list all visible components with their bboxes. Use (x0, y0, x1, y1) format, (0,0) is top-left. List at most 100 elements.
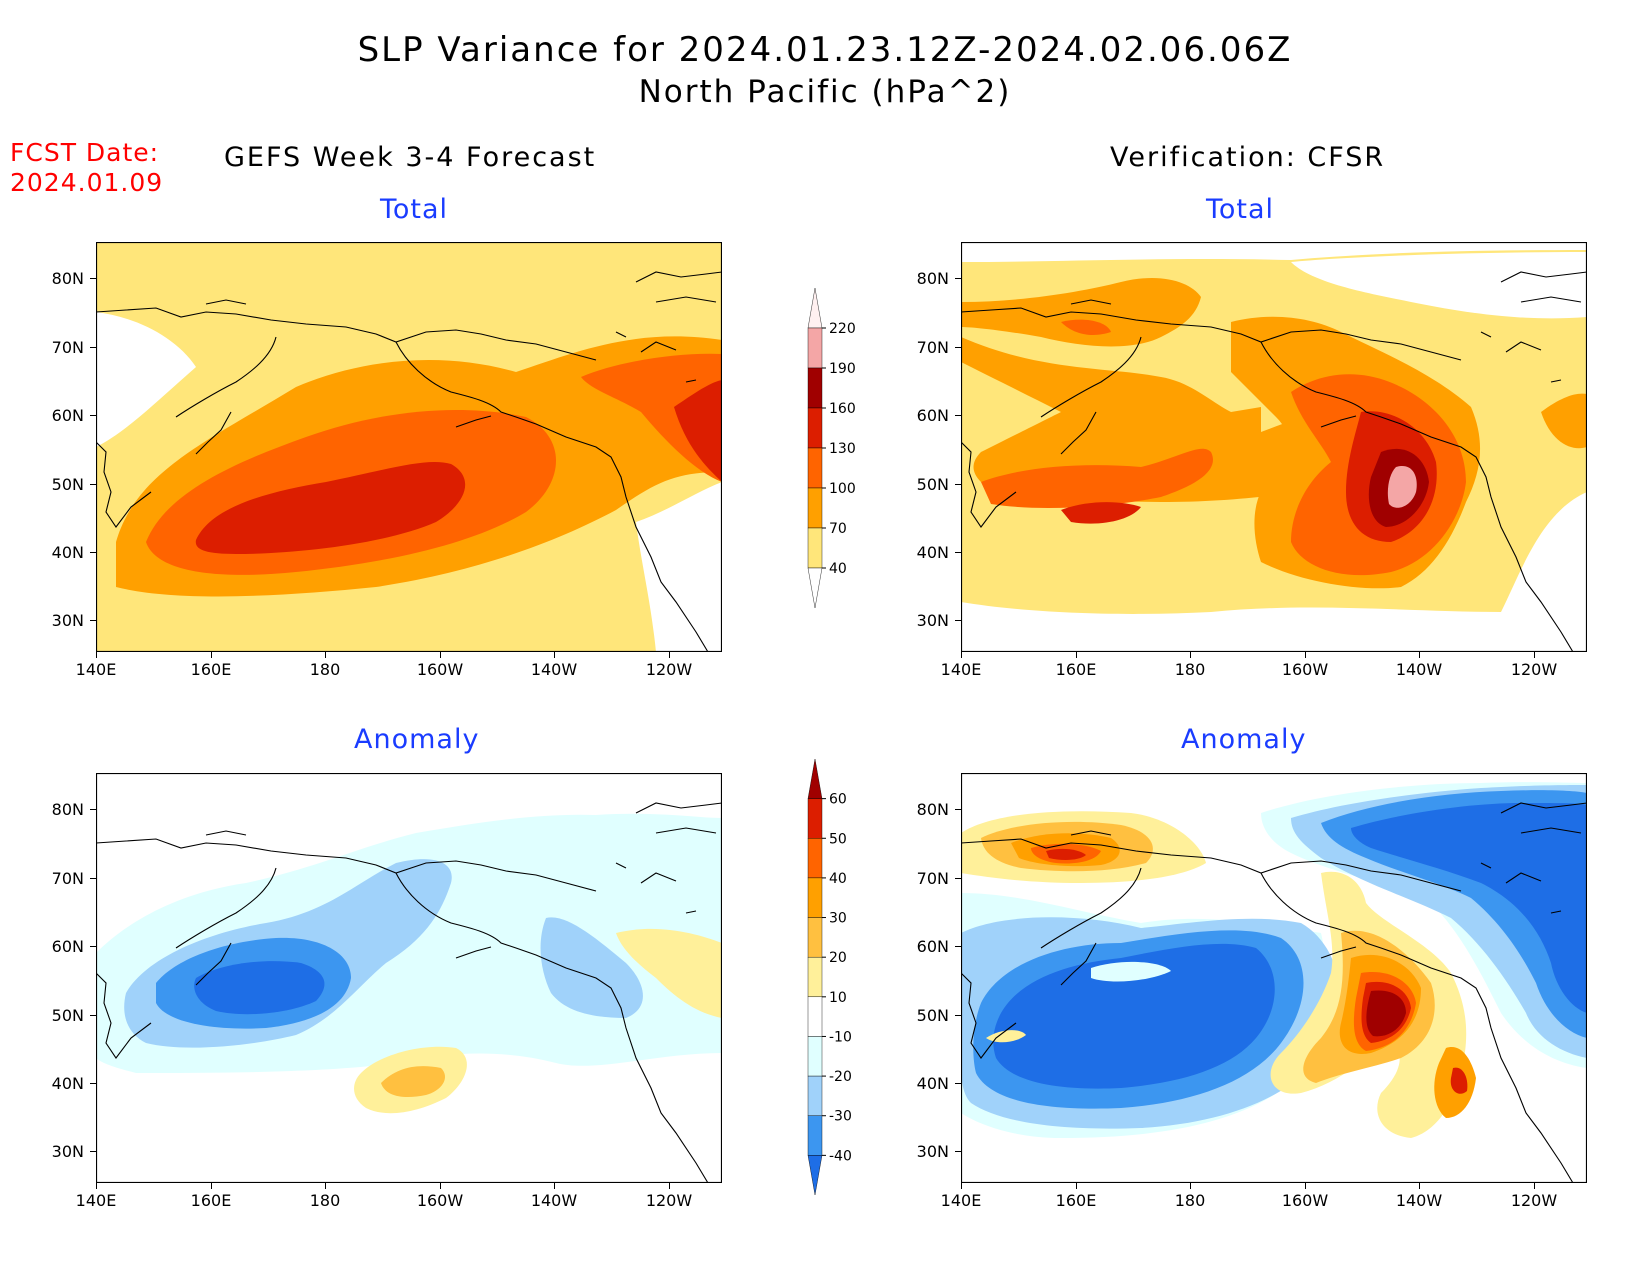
coastlines (961, 271, 1587, 652)
lat-label-verification-total: 30N (916, 611, 949, 630)
colorbar-label: 60 (829, 792, 847, 808)
lat-tick-forecast-anomaly (90, 878, 96, 879)
colorbar-label: 130 (829, 441, 856, 457)
lon-tick-forecast-anomaly (554, 1183, 555, 1189)
lon-label-forecast-anomaly: 120W (645, 1191, 693, 1210)
fill-below-minus40-south (993, 943, 1275, 1089)
colorbar-label: -30 (829, 1109, 852, 1125)
lat-label-verification-total: 70N (916, 338, 949, 357)
fill-below-40-east (636, 482, 722, 652)
coastlines (96, 271, 722, 652)
fill-below-40-west (96, 312, 196, 447)
fill-weak-patch (1091, 961, 1171, 982)
fill-below-40-arctic (1291, 252, 1587, 319)
colorbar-swatch (807, 447, 823, 489)
colorbar-label: 40 (829, 561, 847, 577)
lon-tick-forecast-total (669, 652, 670, 658)
lat-tick-verification-anomaly (955, 878, 961, 879)
fcst-date-label: FCST Date: (10, 138, 160, 167)
panel-title-forecast-total: Total (380, 194, 449, 225)
colorbar-swatch (807, 487, 823, 529)
colorbar-anomaly: 60 50 40 30 20 10 -10 -20 -30 -40 (790, 753, 880, 1203)
colorbar-swatch (807, 838, 823, 879)
lat-tick-verification-anomaly (955, 1015, 961, 1016)
map-frame (96, 773, 722, 1183)
lat-label-verification-anomaly: 30N (916, 1142, 949, 1161)
lon-label-forecast-anomaly: 160E (190, 1191, 232, 1210)
lon-label-verification-anomaly: 160W (1281, 1191, 1329, 1210)
colorbar-swatch (807, 877, 823, 918)
colorbar-swatch (807, 1075, 823, 1116)
lat-label-verification-anomaly: 60N (916, 937, 949, 956)
colorbar-swatch (807, 996, 823, 1037)
lat-label-forecast-anomaly: 80N (51, 800, 84, 819)
fill-10-20-japan (986, 1030, 1026, 1043)
lon-tick-verification-anomaly (1305, 1183, 1306, 1189)
lat-tick-forecast-anomaly (90, 809, 96, 810)
lon-label-forecast-total: 140W (530, 660, 578, 679)
lat-tick-verification-total (955, 415, 961, 416)
panel-title-forecast-anomaly: Anomaly (354, 724, 480, 755)
lon-label-verification-total: 120W (1510, 660, 1558, 679)
lat-tick-forecast-anomaly (90, 1015, 96, 1016)
colorbar-label: -10 (829, 1029, 852, 1045)
lat-label-verification-total: 80N (916, 269, 949, 288)
colorbar-swatch (807, 956, 823, 998)
fill-20-30-central (381, 1066, 446, 1098)
lat-label-forecast-anomaly: 30N (51, 1142, 84, 1161)
lat-label-forecast-anomaly: 60N (51, 937, 84, 956)
lat-label-verification-anomaly: 40N (916, 1074, 949, 1093)
lat-label-forecast-anomaly: 40N (51, 1074, 84, 1093)
lon-tick-forecast-total (554, 652, 555, 658)
lat-label-forecast-total: 80N (51, 269, 84, 288)
lon-label-forecast-anomaly: 140E (75, 1191, 117, 1210)
colorbar-label: 70 (829, 521, 847, 537)
colorbar-label: 220 (829, 321, 856, 337)
lon-tick-verification-anomaly (1419, 1183, 1420, 1189)
colorbar-swatch (807, 527, 823, 569)
lon-label-verification-total: 140E (940, 660, 982, 679)
fill-50-60-coast (1450, 1067, 1468, 1094)
colorbar-label: 160 (829, 401, 856, 417)
fill-10-20-east (616, 928, 722, 1018)
lon-tick-forecast-anomaly (96, 1183, 97, 1189)
lon-tick-verification-total (1305, 652, 1306, 658)
fcst-date-value: 2024.01.09 (10, 168, 164, 197)
lat-label-verification-anomaly: 70N (916, 869, 949, 888)
lat-label-forecast-total: 50N (51, 475, 84, 494)
lat-tick-forecast-total (90, 278, 96, 279)
lat-tick-verification-total (955, 278, 961, 279)
fill-130-160 (195, 462, 466, 554)
colorbar-swatch (807, 367, 823, 409)
lat-tick-verification-total (955, 347, 961, 348)
colorbar-swatch (807, 287, 823, 329)
lat-label-verification-total: 60N (916, 406, 949, 425)
lon-tick-verification-anomaly (1076, 1183, 1077, 1189)
colorbar-label: 10 (829, 990, 847, 1006)
lon-tick-verification-anomaly (1190, 1183, 1191, 1189)
lat-tick-forecast-anomaly (90, 1083, 96, 1084)
colorbar-swatch (807, 407, 823, 449)
lon-label-verification-anomaly: 140E (940, 1191, 982, 1210)
fill-100-130-north (1061, 319, 1111, 335)
map-frame (96, 242, 722, 652)
lon-tick-verification-total (1076, 652, 1077, 658)
colorbar-label: 30 (829, 911, 847, 927)
panel-title-verification-total: Total (1206, 194, 1275, 225)
lon-label-forecast-total: 160W (416, 660, 464, 679)
lon-label-forecast-total: 140E (75, 660, 117, 679)
fill-190-220 (1387, 466, 1417, 508)
colorbar-label: 190 (829, 361, 856, 377)
lat-label-verification-anomaly: 50N (916, 1006, 949, 1025)
lon-tick-verification-anomaly (961, 1183, 962, 1189)
lon-label-forecast-total: 120W (645, 660, 693, 679)
lon-tick-forecast-total (96, 652, 97, 658)
coastlines (96, 802, 722, 1183)
lon-tick-verification-anomaly (1534, 1183, 1535, 1189)
lat-label-forecast-anomaly: 50N (51, 1006, 84, 1025)
colorbar-label: 40 (829, 871, 847, 887)
colorbar-swatch (807, 1155, 823, 1196)
fill-70-100-east (1541, 393, 1587, 449)
lon-tick-verification-total (1534, 652, 1535, 658)
colorbar-swatch (807, 1115, 823, 1156)
